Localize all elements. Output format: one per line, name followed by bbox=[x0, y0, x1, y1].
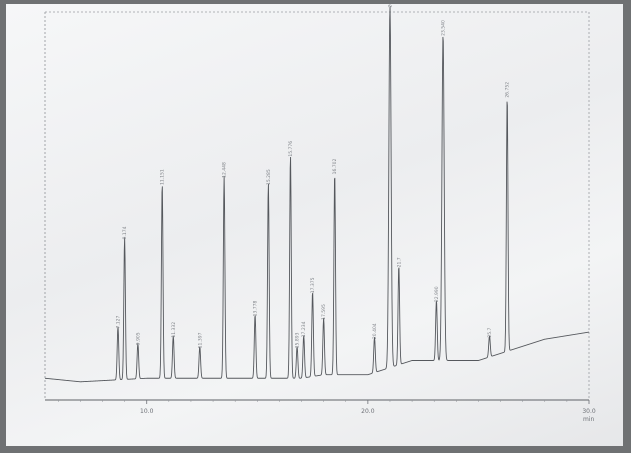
peak-label-12: 17.375 bbox=[310, 277, 316, 293]
peak-label-15: 20.404 bbox=[372, 323, 378, 339]
x-tick-label-2: 30.0 bbox=[582, 408, 596, 415]
peak-label-1: 9.174 bbox=[122, 226, 128, 239]
peak-label-14: 16.702 bbox=[332, 158, 338, 174]
x-tick-label-1: 20.0 bbox=[361, 408, 375, 415]
peak-label-11: 17.234 bbox=[301, 321, 307, 337]
x-tick-label-0: 10.0 bbox=[140, 408, 154, 415]
peak-label-2: 9.905 bbox=[135, 332, 141, 345]
peak-label-6: 12.448 bbox=[222, 162, 228, 178]
printout-paper: 10.0 20.0 30.0 min 7.127 9.174 9.905 11.151 11.3… bbox=[6, 4, 623, 446]
chromatogram-trace bbox=[44, 6, 590, 383]
peak-label-20: 25.7 bbox=[487, 327, 493, 337]
peak-label-10: 15.893 bbox=[295, 332, 301, 348]
peak-label-5: 11.397 bbox=[197, 332, 203, 348]
peak-label-21: 26.752 bbox=[505, 82, 511, 98]
peak-label-4: 11.332 bbox=[171, 322, 177, 338]
peak-label-8: 15.285 bbox=[266, 169, 272, 185]
peak-label-0: 7.127 bbox=[115, 316, 121, 329]
peak-label-18: 22.990 bbox=[434, 286, 440, 302]
peak-label-7: 13.778 bbox=[253, 300, 259, 316]
peak-label-3: 11.151 bbox=[160, 169, 166, 185]
peak-label-19: 23.540 bbox=[441, 20, 447, 36]
peak-label-13: 17.595 bbox=[321, 304, 327, 320]
peak-label-16: 20.988 bbox=[387, 4, 393, 8]
x-unit-label: min bbox=[583, 416, 595, 423]
peak-label-9: 15.776 bbox=[288, 141, 294, 157]
peak-label-17: 21.7 bbox=[396, 257, 402, 267]
